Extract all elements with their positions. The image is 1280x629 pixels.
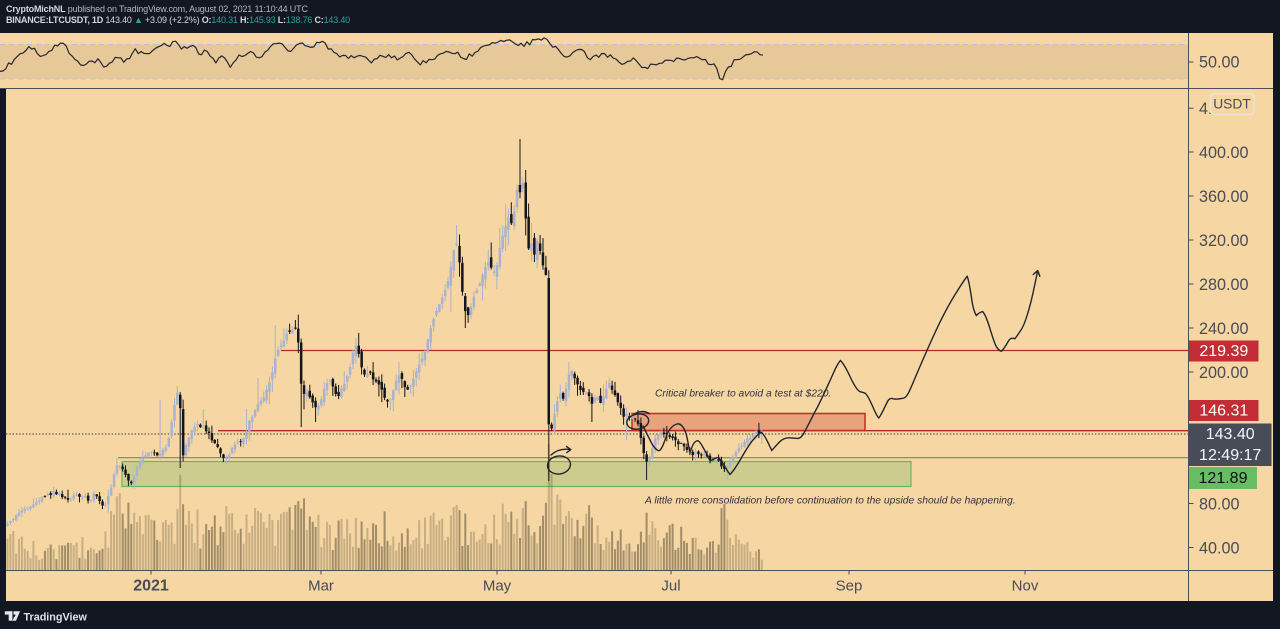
svg-text:May: May: [483, 577, 512, 594]
svg-text:A little more consolidation be: A little more consolidation before conti…: [644, 496, 1016, 507]
svg-text:219.39: 219.39: [1199, 343, 1248, 360]
svg-text:Critical breaker to avoid a te: Critical breaker to avoid a test at $220…: [655, 389, 831, 400]
svg-text:200.00: 200.00: [1199, 364, 1249, 382]
svg-text:121.89: 121.89: [1199, 470, 1248, 487]
svg-text:CryptoMichNL published on Trad: CryptoMichNL published on TradingView.co…: [6, 4, 308, 14]
svg-text:40.00: 40.00: [1199, 539, 1240, 557]
svg-text:146.31: 146.31: [1199, 402, 1248, 419]
svg-text:BINANCE:LTCUSDT, 1D 143.40 ▲ +: BINANCE:LTCUSDT, 1D 143.40 ▲ +3.09 (+2.2…: [6, 15, 350, 25]
svg-text:TradingView: TradingView: [24, 612, 88, 624]
svg-text:280.00: 280.00: [1199, 276, 1249, 294]
svg-text:143.40: 143.40: [1206, 426, 1255, 443]
svg-text:Sep: Sep: [836, 577, 863, 594]
svg-text:Jul: Jul: [661, 577, 680, 594]
svg-text:Nov: Nov: [1012, 577, 1039, 594]
svg-text:240.00: 240.00: [1199, 320, 1249, 338]
svg-text:320.00: 320.00: [1199, 232, 1249, 250]
svg-text:4.: 4.: [1199, 100, 1213, 118]
svg-text:80.00: 80.00: [1199, 495, 1240, 513]
svg-text:12:49:17: 12:49:17: [1199, 447, 1261, 464]
svg-text:360.00: 360.00: [1199, 188, 1249, 206]
svg-text:50.00: 50.00: [1199, 54, 1240, 72]
svg-text:Mar: Mar: [308, 577, 334, 594]
svg-text:400.00: 400.00: [1199, 144, 1249, 162]
svg-text:2021: 2021: [133, 577, 169, 594]
svg-text:USDT: USDT: [1213, 97, 1251, 112]
